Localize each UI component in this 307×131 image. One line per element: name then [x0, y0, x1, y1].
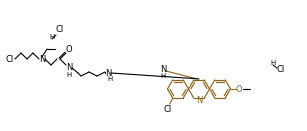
Text: N: N	[196, 96, 202, 105]
Text: N: N	[39, 54, 45, 64]
Text: Cl: Cl	[6, 54, 14, 64]
Text: O: O	[235, 84, 242, 94]
Text: N: N	[160, 64, 166, 73]
Text: H: H	[66, 72, 72, 78]
Text: H: H	[49, 34, 55, 40]
Text: N: N	[105, 69, 111, 78]
Text: H: H	[270, 60, 276, 66]
Text: Cl: Cl	[164, 105, 172, 114]
Text: O: O	[66, 45, 72, 54]
Text: Cl: Cl	[277, 66, 285, 75]
Text: N: N	[66, 64, 72, 72]
Text: H: H	[107, 76, 113, 82]
Text: Cl: Cl	[56, 26, 64, 34]
Text: H: H	[160, 73, 165, 79]
